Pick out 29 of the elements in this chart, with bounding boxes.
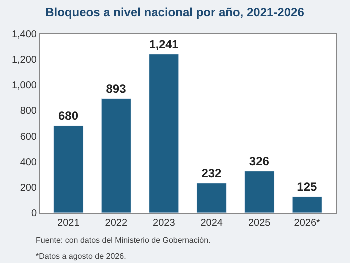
chart-title: Bloqueos a nivel nacional por año, 2021-2026: [46, 5, 305, 20]
data-label: 125: [297, 180, 318, 194]
x-tick-label: 2022: [105, 218, 128, 229]
bar: [196, 183, 227, 213]
bar: [149, 54, 180, 213]
bar: [54, 126, 84, 213]
x-tick-label: 2024: [200, 218, 224, 229]
y-tick-label: 600: [20, 132, 38, 143]
y-tick-label: 1,000: [12, 80, 38, 92]
data-label: 232: [202, 166, 222, 180]
y-tick-label: 400: [20, 157, 38, 168]
bar: [244, 171, 275, 213]
data-label: 326: [249, 154, 270, 168]
y-tick-label: 1,400: [12, 30, 38, 40]
x-tick-label: 2026*: [294, 218, 321, 229]
bar: [292, 196, 322, 213]
data-label: 680: [58, 109, 79, 124]
data-label: 893: [106, 82, 127, 96]
x-tick-label: 2023: [153, 218, 176, 229]
x-tick-label: 2025: [248, 218, 272, 229]
y-tick-label: 1,200: [12, 55, 38, 66]
source-note: Fuente: con datos del Ministerio de Gobernación.: [36, 236, 211, 245]
y-tick-label: 200: [20, 182, 38, 194]
data-label: 1,241: [149, 38, 180, 52]
x-tick-label: 2021: [58, 218, 80, 229]
y-tick-label: 800: [20, 106, 38, 118]
bar: [101, 98, 132, 213]
text: *Datos a agosto de 2026.: [36, 252, 126, 261]
y-tick-label: 0: [31, 208, 38, 220]
